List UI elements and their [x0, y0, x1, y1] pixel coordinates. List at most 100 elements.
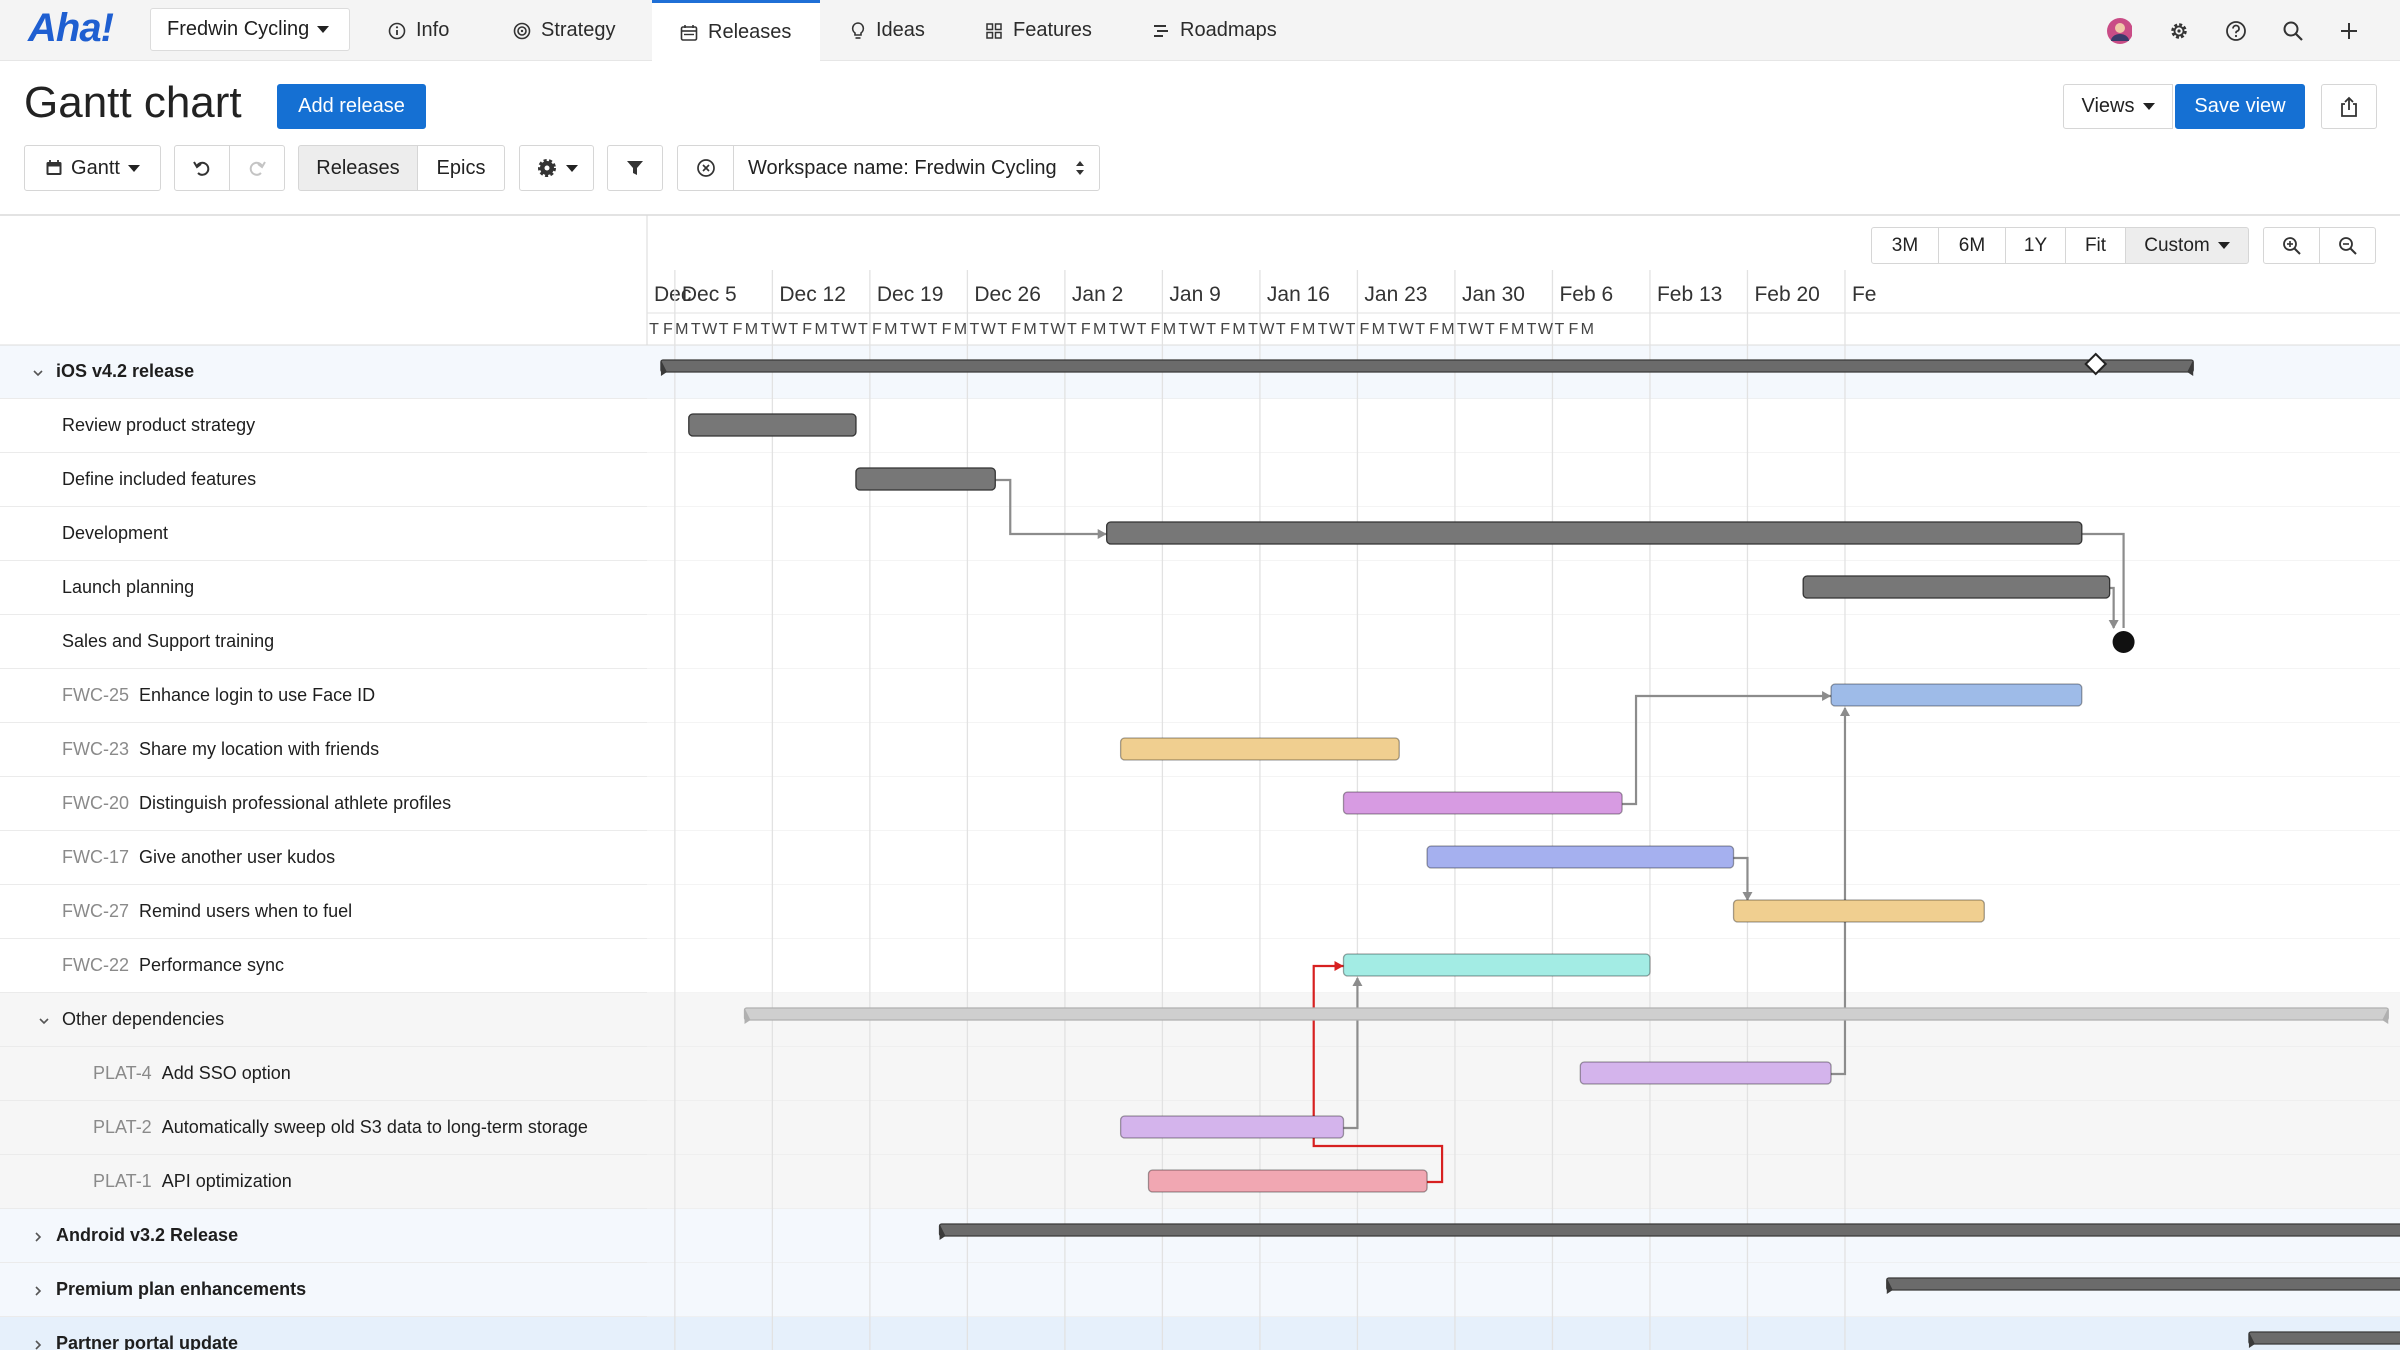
day-label: T: [1276, 321, 1286, 338]
release-bar: [938, 1223, 2400, 1237]
info-icon: [388, 22, 406, 39]
dependency-line: [2081, 532, 2125, 628]
calendar-icon: [46, 160, 62, 175]
record-key: FWC-17: [62, 847, 129, 867]
gantt-row-release[interactable]: Premium plan enhancements: [0, 1263, 647, 1317]
plus-icon[interactable]: [2336, 18, 2362, 44]
record-key: PLAT-1: [93, 1171, 152, 1191]
chevron-down-icon[interactable]: [32, 363, 44, 377]
save-view-button[interactable]: Save view: [2175, 84, 2305, 129]
workspace-filter-select[interactable]: Workspace name: Fredwin Cycling: [733, 145, 1100, 191]
zoom-custom-dropdown[interactable]: Custom: [2125, 227, 2249, 264]
zoom-6m-button[interactable]: 6M: [1938, 227, 2006, 264]
undo-icon: [193, 161, 210, 176]
add-release-button[interactable]: Add release: [277, 84, 426, 129]
chevron-down-icon: [317, 26, 330, 33]
day-label: T: [691, 321, 701, 338]
chevron-down-icon: [565, 164, 578, 172]
dependency-arrowhead: [1097, 529, 1107, 539]
gantt-row-group[interactable]: Other dependencies: [0, 993, 647, 1047]
settings-dropdown[interactable]: [519, 145, 594, 191]
day-label: M: [1581, 321, 1594, 338]
week-label: Dec: [654, 283, 691, 306]
row-label: Automatically sweep old S3 data to long-…: [161, 1117, 588, 1137]
gantt-view-dropdown[interactable]: Gantt: [24, 145, 161, 191]
gantt-row-phase[interactable]: Review product strategy: [0, 399, 647, 453]
gantt-bar: [1579, 1061, 1832, 1085]
tab-roadmaps[interactable]: Roadmaps: [1152, 0, 1282, 61]
gantt-row-phase[interactable]: Launch planning: [0, 561, 647, 615]
day-label: T: [788, 321, 798, 338]
zoom-out-button[interactable]: [2319, 227, 2376, 264]
day-label: M: [1093, 321, 1106, 338]
bar-end-bracket: [2187, 360, 2194, 376]
gantt-row-dep[interactable]: PLAT-1 API optimization: [0, 1155, 647, 1209]
day-label: T: [969, 321, 979, 338]
filter-button[interactable]: [607, 145, 663, 191]
bar-start-bracket: [1886, 1278, 1893, 1294]
gantt-bar: [1106, 521, 2083, 545]
dependency-line: [1733, 856, 1749, 900]
tab-ideas[interactable]: Ideas: [850, 0, 930, 61]
day-label: T: [1248, 321, 1258, 338]
day-label: F: [1081, 321, 1091, 338]
gantt-row-phase[interactable]: Development: [0, 507, 647, 561]
row-label: Sales and Support training: [62, 631, 275, 651]
gantt-bar: [1830, 683, 2083, 707]
gantt-row-feature[interactable]: FWC-17 Give another user kudos: [0, 831, 647, 885]
gantt-row-milestone[interactable]: Sales and Support training: [0, 615, 647, 669]
gear-icon[interactable]: [2166, 18, 2192, 44]
gantt-row-feature[interactable]: FWC-23 Share my location with friends: [0, 723, 647, 777]
dependency-arrowhead: [1352, 977, 1363, 986]
day-label: F: [663, 321, 673, 338]
avatar[interactable]: [2106, 18, 2132, 44]
redo-button[interactable]: [229, 145, 285, 191]
tab-features[interactable]: Features: [985, 0, 1095, 61]
gantt-row-release[interactable]: Partner portal update: [0, 1317, 647, 1350]
help-icon[interactable]: [2223, 18, 2249, 44]
record-key: FWC-25: [62, 685, 129, 705]
search-icon[interactable]: [2280, 18, 2306, 44]
undo-button[interactable]: [174, 145, 230, 191]
releases-toggle[interactable]: Releases: [298, 145, 418, 191]
zoom-in-button[interactable]: [2263, 227, 2320, 264]
gantt-row-feature[interactable]: FWC-22 Performance sync: [0, 939, 647, 993]
gantt-label: Gantt: [71, 156, 120, 179]
day-label: F: [942, 321, 952, 338]
gantt-row-dep[interactable]: PLAT-2 Automatically sweep old S3 data to…: [0, 1101, 647, 1155]
day-label: W: [1329, 321, 1345, 338]
gantt-row-feature[interactable]: FWC-20 Distinguish professional athlete p…: [0, 777, 647, 831]
gantt-row-release[interactable]: Android v3.2 Release: [0, 1209, 647, 1263]
tab-releases[interactable]: Releases: [652, 0, 820, 62]
gantt-row-dep[interactable]: PLAT-4 Add SSO option: [0, 1047, 647, 1101]
gantt-bar: [1342, 953, 1651, 977]
lightbulb-icon: [851, 21, 865, 39]
gantt-row-feature[interactable]: FWC-27 Remind users when to fuel: [0, 885, 647, 939]
tab-info[interactable]: Info: [388, 0, 458, 61]
row-label: Launch planning: [62, 577, 195, 597]
gantt-row-release[interactable]: iOS v4.2 release: [0, 345, 647, 399]
day-label: F: [1290, 321, 1300, 338]
chevron-right-icon[interactable]: [32, 1281, 44, 1296]
workspace-selector[interactable]: Fredwin Cycling: [150, 8, 350, 51]
day-label: T: [1178, 321, 1188, 338]
day-label: T: [649, 321, 659, 338]
zoom-1y-button[interactable]: 1Y: [2005, 227, 2066, 264]
day-label: T: [1485, 321, 1495, 338]
week-label: Dec 12: [779, 283, 846, 306]
views-button[interactable]: Views: [2063, 84, 2173, 129]
tab-strategy[interactable]: Strategy: [513, 0, 623, 61]
gantt-row-feature[interactable]: FWC-25 Enhance login to use Face ID: [0, 669, 647, 723]
aha-logo[interactable]: Aha!: [28, 6, 114, 50]
row-label: Development: [62, 523, 169, 543]
epics-toggle[interactable]: Epics: [417, 145, 505, 191]
record-key: FWC-23: [62, 739, 129, 759]
chevron-right-icon[interactable]: [32, 1227, 44, 1242]
chevron-down-icon[interactable]: [38, 1011, 50, 1025]
chevron-right-icon[interactable]: [32, 1335, 44, 1350]
zoom-fit-button[interactable]: Fit: [2065, 227, 2126, 264]
clear-filter-button[interactable]: [677, 145, 734, 191]
gantt-row-phase[interactable]: Define included features: [0, 453, 647, 507]
export-button[interactable]: [2321, 84, 2377, 129]
zoom-3m-button[interactable]: 3M: [1871, 227, 1939, 264]
